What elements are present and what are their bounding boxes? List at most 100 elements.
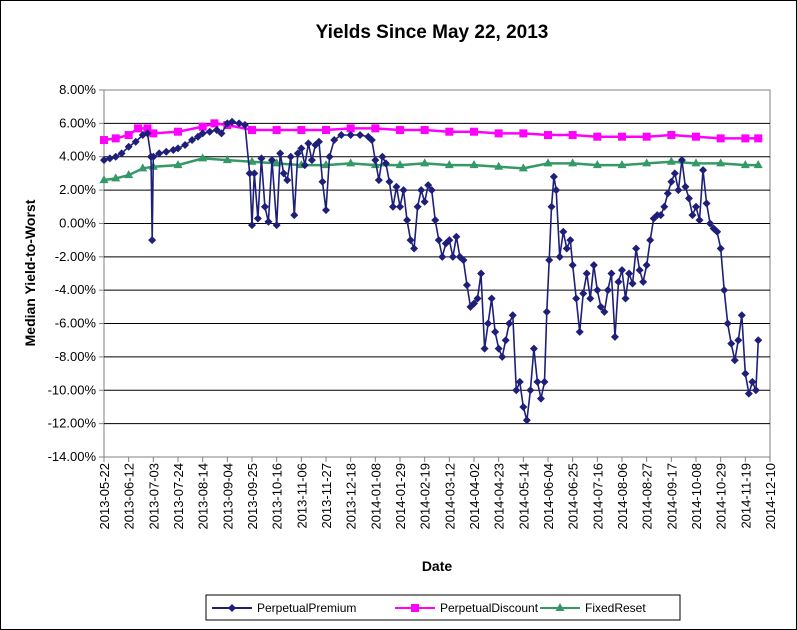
y-tick-label: -10.00% — [48, 382, 97, 397]
data-point — [253, 214, 262, 223]
data-point — [459, 256, 468, 265]
data-point — [162, 147, 171, 156]
data-point — [754, 336, 763, 345]
data-point — [642, 132, 651, 141]
data-point — [381, 159, 390, 168]
data-point — [143, 129, 152, 138]
data-point — [307, 156, 316, 165]
data-point — [568, 261, 577, 270]
data-point — [660, 202, 669, 211]
x-tick-label: 2013-05-22 — [97, 463, 112, 530]
y-tick-label: -2.00% — [55, 249, 97, 264]
data-point — [593, 132, 602, 141]
data-point — [193, 132, 202, 141]
data-point — [656, 211, 665, 220]
data-point — [198, 153, 208, 162]
data-point — [515, 377, 524, 386]
data-point — [276, 149, 285, 158]
data-point — [536, 394, 545, 403]
data-point — [716, 244, 725, 253]
data-point — [494, 129, 503, 138]
data-point — [568, 131, 577, 140]
x-tick-label: 2014-04-02 — [467, 463, 482, 530]
x-tick-label: 2013-12-18 — [344, 463, 359, 530]
y-tick-label: 4.00% — [59, 149, 96, 164]
data-point — [134, 124, 143, 133]
data-point — [124, 131, 133, 140]
data-point — [529, 344, 538, 353]
data-point — [155, 149, 164, 158]
data-point — [198, 122, 207, 131]
data-point — [346, 131, 355, 140]
data-point — [314, 137, 323, 146]
data-point — [322, 206, 330, 215]
y-tick-label: -8.00% — [55, 349, 97, 364]
x-tick-label: 2014-06-25 — [566, 463, 581, 530]
data-point — [498, 352, 507, 361]
data-point — [617, 160, 627, 169]
data-point — [124, 170, 134, 179]
data-point — [753, 160, 763, 169]
data-point — [149, 152, 158, 161]
data-point — [713, 227, 722, 236]
data-point — [470, 299, 478, 308]
data-point — [346, 124, 355, 133]
chart-title: Yields Since May 22, 2013 — [316, 22, 549, 43]
data-point — [228, 604, 236, 612]
data-point — [290, 211, 299, 220]
series-PerpetualDiscount — [100, 119, 763, 145]
data-point — [222, 155, 232, 164]
data-point — [545, 256, 554, 265]
data-point — [600, 307, 609, 316]
x-axis-ticks: 2013-05-22 2013-06-12 2013-07-03 2013-07-24… — [97, 457, 778, 530]
data-point — [667, 131, 676, 140]
x-tick-label: 2013-06-12 — [122, 463, 137, 530]
x-tick-label: 2014-10-29 — [714, 463, 729, 530]
x-axis-title: Date — [422, 558, 453, 574]
series-PerpetualPremium — [100, 117, 763, 425]
x-tick-label: 2014-06-04 — [541, 463, 556, 530]
data-point — [111, 173, 121, 182]
data-point — [431, 216, 440, 225]
series-line — [103, 157, 759, 182]
data-point — [279, 169, 288, 178]
data-point — [716, 134, 725, 143]
data-point — [480, 344, 489, 353]
legend: PerpetualPremium PerpetualDiscount FixedRe… — [205, 594, 681, 621]
data-point — [614, 277, 623, 286]
data-point — [388, 202, 397, 211]
data-point — [264, 217, 273, 226]
data-point — [544, 131, 552, 140]
data-point — [568, 158, 578, 167]
x-tick-label: 2014-04-23 — [492, 463, 507, 530]
data-point — [642, 158, 652, 167]
y-tick-label: -14.00% — [48, 449, 97, 464]
data-point — [491, 327, 500, 336]
data-point — [592, 160, 602, 169]
legend-item: PerpetualPremium — [212, 601, 356, 615]
data-point — [248, 221, 256, 230]
x-tick-label: 2014-07-16 — [590, 463, 605, 530]
data-point — [188, 136, 197, 145]
series-FixedReset — [99, 153, 763, 184]
data-point — [181, 141, 190, 150]
data-point — [618, 132, 626, 141]
data-point — [406, 236, 415, 245]
data-point — [367, 136, 376, 145]
data-point — [395, 160, 405, 169]
data-point — [477, 269, 486, 278]
x-tick-label: 2013-10-16 — [270, 463, 285, 530]
series-line — [103, 122, 759, 142]
data-point — [427, 186, 436, 195]
data-point — [257, 154, 266, 163]
data-point — [688, 211, 697, 220]
data-point — [444, 160, 454, 169]
data-point — [667, 177, 676, 186]
data-point — [235, 119, 244, 128]
data-point — [413, 202, 422, 211]
data-point — [131, 137, 140, 146]
x-tick-label: 2013-11-06 — [294, 463, 309, 529]
data-point — [212, 126, 221, 135]
data-point — [470, 127, 478, 136]
data-point — [356, 131, 365, 140]
